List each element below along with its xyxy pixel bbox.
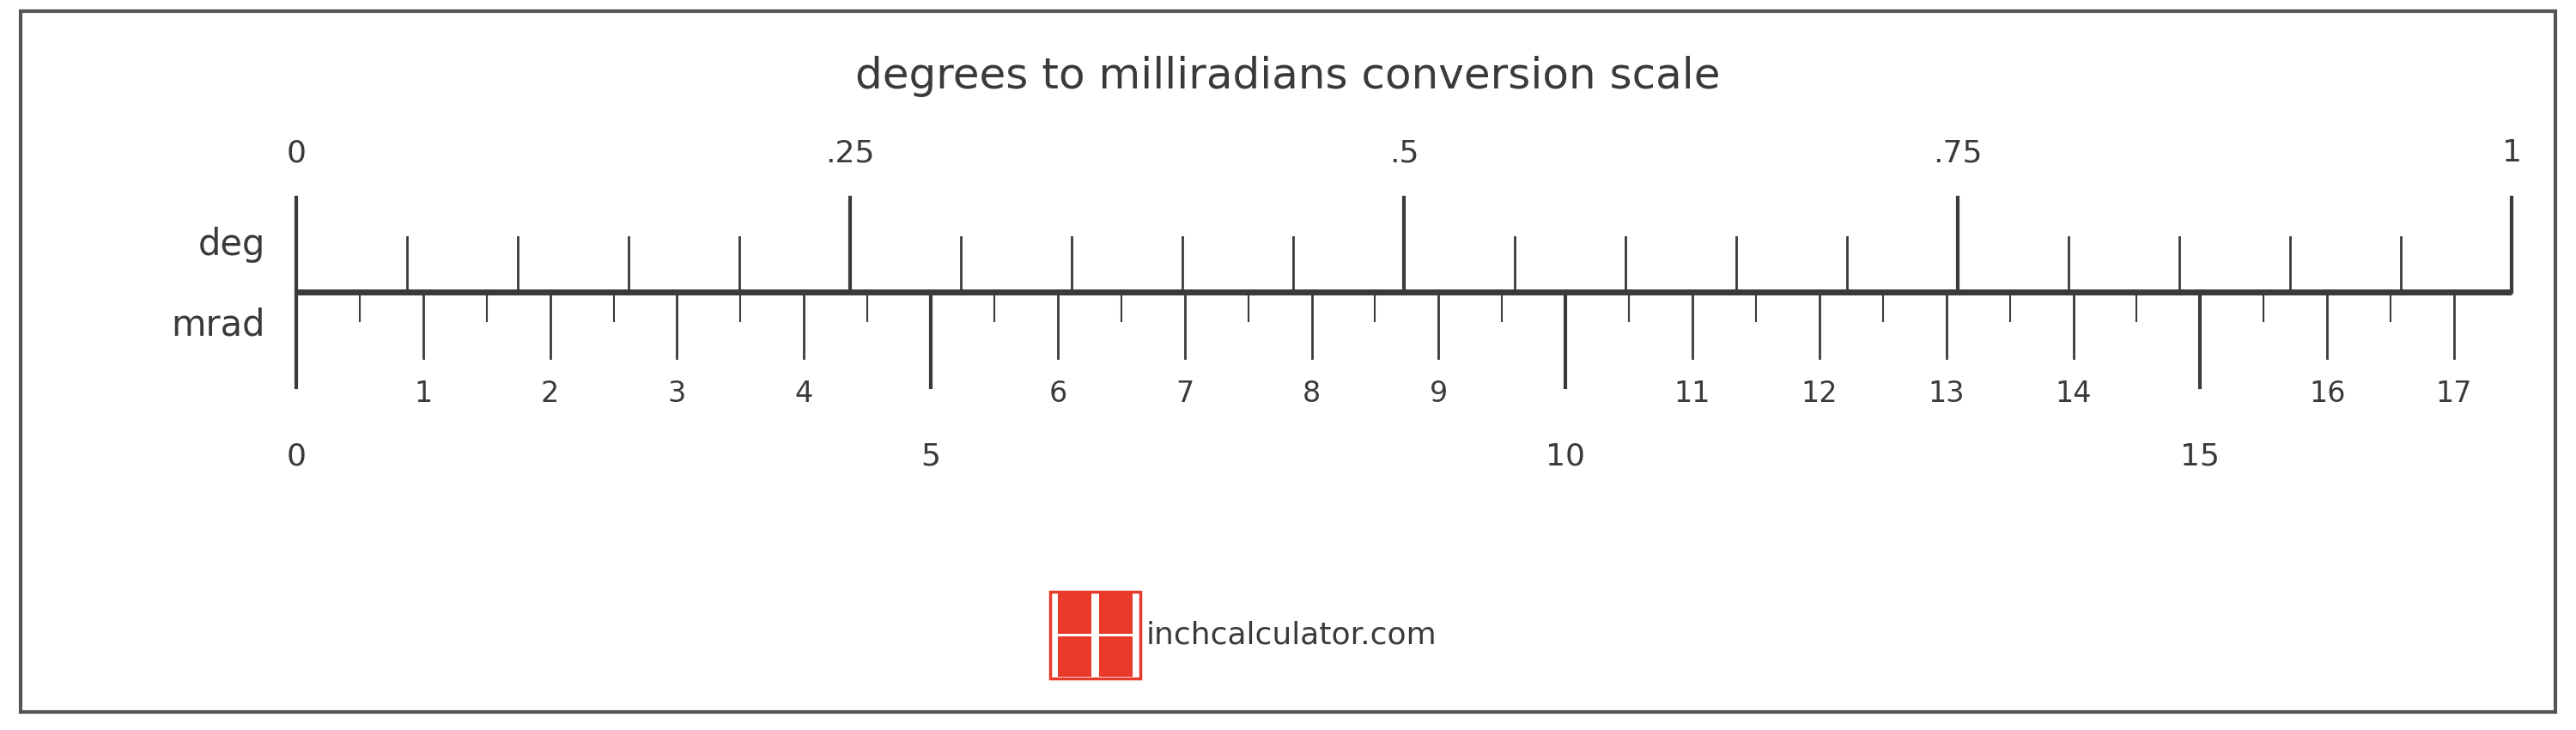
Text: 16: 16 [2308, 380, 2344, 408]
Text: 7: 7 [1175, 380, 1193, 408]
Text: .5: .5 [1388, 139, 1419, 168]
FancyBboxPatch shape [1056, 636, 1092, 676]
Text: inchcalculator.com: inchcalculator.com [1146, 620, 1437, 650]
Text: mrad: mrad [170, 307, 265, 343]
Text: 3: 3 [667, 380, 685, 408]
Text: degrees to milliradians conversion scale: degrees to milliradians conversion scale [855, 56, 1721, 97]
Text: deg: deg [198, 226, 265, 263]
Text: 10: 10 [1546, 442, 1584, 471]
Text: 5: 5 [922, 442, 940, 471]
Text: 14: 14 [2056, 380, 2092, 408]
Text: 11: 11 [1674, 380, 1710, 408]
Text: 15: 15 [2179, 442, 2221, 471]
FancyBboxPatch shape [1097, 636, 1133, 676]
Text: 0: 0 [286, 139, 307, 168]
Text: 6: 6 [1048, 380, 1066, 408]
Text: 12: 12 [1801, 380, 1837, 408]
Text: 4: 4 [796, 380, 814, 408]
Text: 13: 13 [1927, 380, 1965, 408]
Text: .25: .25 [824, 139, 876, 168]
FancyBboxPatch shape [1097, 594, 1133, 634]
Text: 0: 0 [286, 442, 307, 471]
Text: 9: 9 [1430, 380, 1448, 408]
Text: 1: 1 [415, 380, 433, 408]
Text: 1: 1 [2501, 139, 2522, 168]
FancyBboxPatch shape [1056, 594, 1092, 634]
Text: 2: 2 [541, 380, 559, 408]
Text: 17: 17 [2437, 380, 2473, 408]
Text: .75: .75 [1932, 139, 1984, 168]
Text: 8: 8 [1303, 380, 1321, 408]
